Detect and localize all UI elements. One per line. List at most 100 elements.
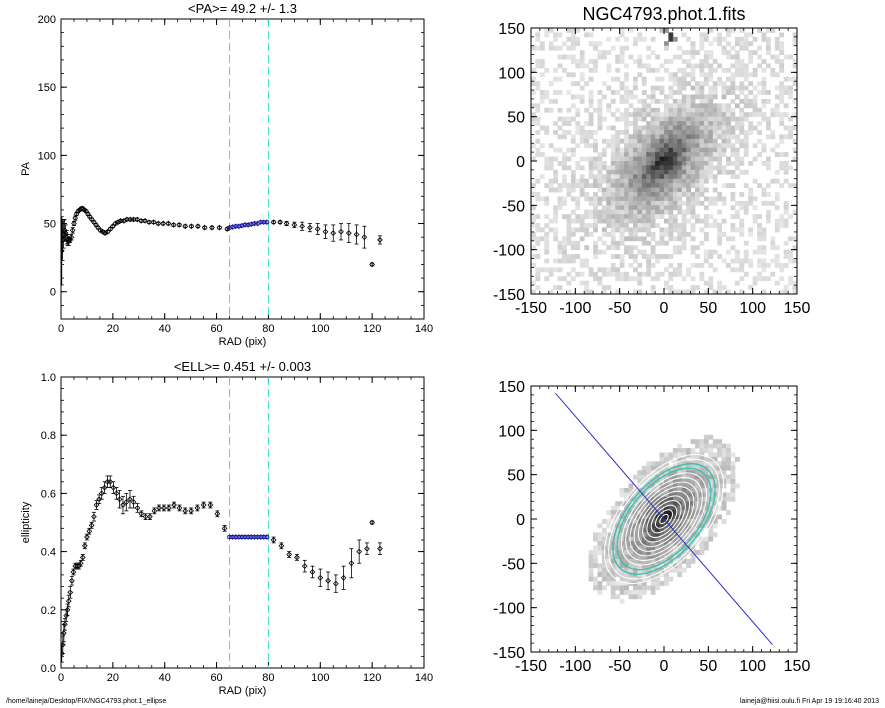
pixel [752,276,758,282]
pixel [615,183,621,188]
pixel [655,532,660,538]
pixel [703,545,709,551]
pixel [624,589,629,595]
pixel [726,289,731,295]
pixel [699,72,705,78]
pixel [734,138,740,144]
pixel [597,196,603,202]
data-point [277,219,283,226]
pixel [743,147,749,153]
isophote-contour [654,509,674,529]
pixel [730,147,736,153]
pixel [655,276,660,282]
pixel [619,45,625,51]
pixel [632,76,638,82]
pixel [566,271,572,277]
pixel [672,143,678,149]
pixel [531,218,536,224]
pixel [690,487,696,493]
pixel [695,519,700,524]
pixel [659,183,665,188]
x-tick-label: -150 [515,300,547,317]
pixel [703,205,709,211]
pixel [535,59,541,64]
pixel [752,85,758,91]
pixel [584,32,590,38]
pixel [695,214,700,220]
pixel [641,63,647,69]
pixel [650,563,656,569]
pixel [792,285,798,290]
pixel [597,178,603,184]
data-point [254,534,261,540]
pixel [646,218,652,224]
pixel [535,192,541,197]
pixel [699,510,705,515]
pixel [672,289,678,295]
pixel [610,223,616,228]
pixel [788,90,793,95]
pixel [672,218,678,224]
pixel [708,465,714,471]
pixel [765,192,771,197]
pixel [752,178,758,184]
pixel [650,527,656,533]
pixel [783,125,789,131]
pixel [553,32,558,38]
pixel [668,536,674,542]
pixel [628,514,634,520]
pixel [597,267,603,273]
pixel [628,227,634,233]
pixel [601,249,607,255]
pixel [588,572,594,578]
pixel [610,187,616,193]
pixel [677,54,683,60]
pixel [597,41,603,47]
pixel [637,152,643,157]
pixel [672,474,678,480]
pixel [792,209,798,215]
pixel [788,214,793,220]
data-point [232,223,239,230]
pixel [783,205,789,211]
pixel [765,98,771,104]
pixel [677,112,683,118]
pixel [632,205,638,211]
pixel [659,76,665,82]
pixel [677,90,683,95]
pixel [757,227,762,233]
pixel [703,479,709,484]
pixel [792,76,798,82]
pixel [708,152,714,157]
pixel [703,289,709,295]
pixel [757,54,762,60]
pixel [690,532,696,538]
pixel [690,138,696,144]
pixel [708,501,714,507]
data-point [71,220,77,227]
pixel [743,32,749,38]
pixel [712,103,718,109]
y-tick-label: 0.4 [41,547,56,559]
pixel [664,496,669,502]
pixel [699,465,705,471]
pixel [703,129,709,135]
data-point [93,222,99,228]
pixel [779,41,785,47]
pixel [779,134,785,140]
pixel [601,267,607,273]
pixel [624,45,629,51]
pixel [566,129,572,135]
data-point [314,226,321,232]
pixel [624,536,629,542]
pixel [548,183,554,188]
y-tick-label: 0.6 [41,488,56,500]
pixel [646,63,652,69]
pixel [695,161,700,166]
pixel [588,94,594,100]
pixel [655,98,660,104]
pixel [619,581,625,586]
pixel [539,90,545,95]
pixel [601,50,607,55]
pixel [752,98,758,104]
